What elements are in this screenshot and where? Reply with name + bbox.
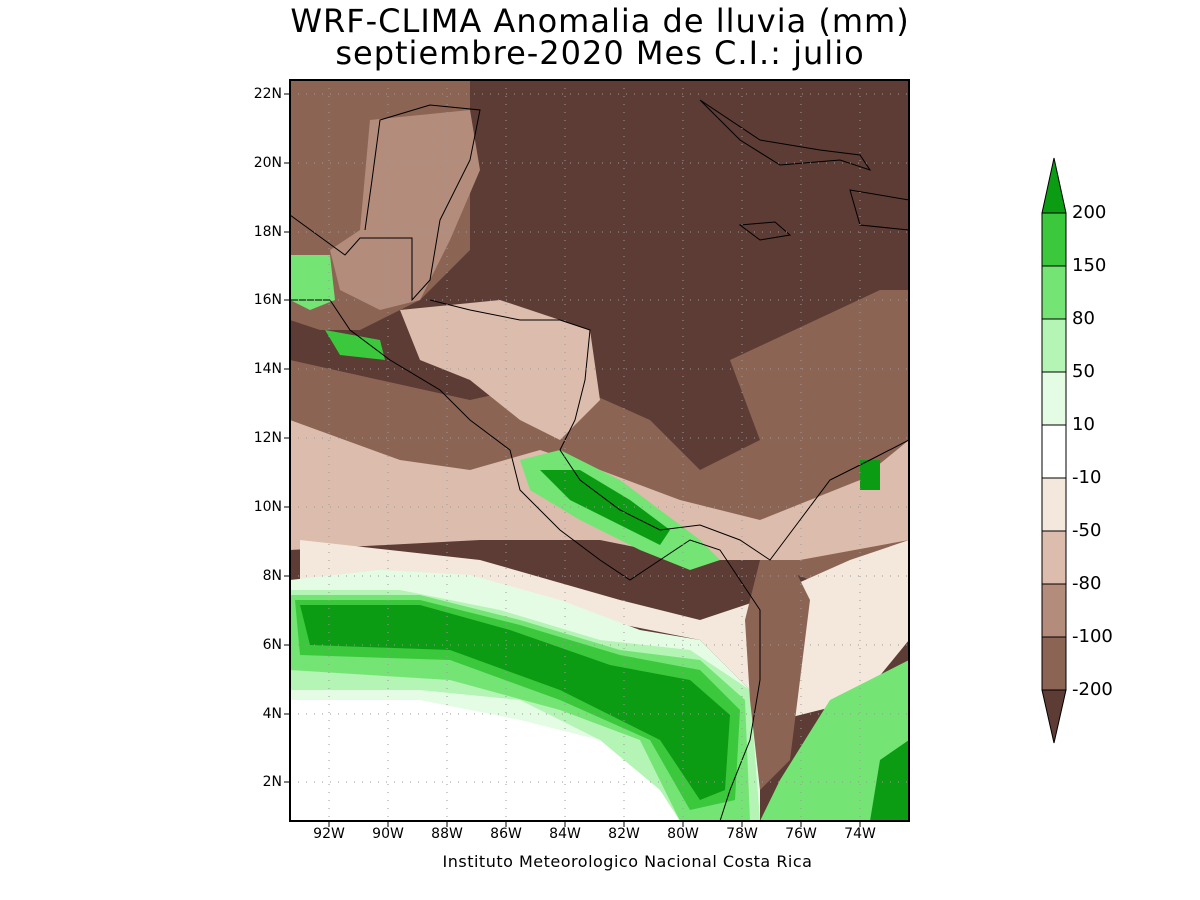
colorbar-swatch bbox=[1041, 530, 1067, 585]
lon-label: 90W bbox=[372, 826, 404, 842]
andes-negative-band bbox=[745, 560, 810, 790]
guatemala-border bbox=[360, 237, 413, 300]
cuba-coastline bbox=[699, 99, 872, 171]
colorbar-swatch bbox=[1041, 371, 1067, 426]
colorbar-bottom-arrow bbox=[1041, 689, 1067, 744]
jamaica-coastline bbox=[738, 221, 792, 241]
guatemala-pacific-spot bbox=[325, 330, 385, 360]
lat-label: 12N bbox=[253, 430, 282, 446]
hispaniola-coastline bbox=[849, 189, 909, 231]
lon-label: 92W bbox=[313, 826, 345, 842]
anomaly-band-plus200 bbox=[300, 605, 730, 800]
caribbean-slope-core bbox=[540, 470, 670, 545]
lon-label: 78W bbox=[726, 826, 758, 842]
colorbar-label: 50 bbox=[1072, 361, 1095, 382]
colorbar-swatch bbox=[1041, 265, 1067, 320]
lat-label: 10N bbox=[253, 499, 282, 515]
colorbar-label: -50 bbox=[1072, 520, 1102, 541]
colorbar-label: -10 bbox=[1072, 467, 1102, 488]
lat-label: 6N bbox=[262, 637, 282, 653]
lon-label: 86W bbox=[490, 826, 522, 842]
colorbar-swatch bbox=[1041, 636, 1067, 691]
colombia-southeast-core bbox=[870, 740, 909, 821]
lat-label: 8N bbox=[262, 568, 282, 584]
colorbar-label: 10 bbox=[1072, 414, 1095, 435]
lat-label: 20N bbox=[253, 155, 282, 171]
anomaly-band-minus100-east bbox=[730, 290, 909, 440]
lat-label: 18N bbox=[253, 224, 282, 240]
colorbar-label: 80 bbox=[1072, 308, 1095, 329]
colombia-southeast-band bbox=[760, 660, 909, 821]
axis-ticks bbox=[284, 93, 861, 827]
colorbar-swatch bbox=[1041, 318, 1067, 373]
colorbar-label: 150 bbox=[1072, 255, 1107, 276]
lon-label: 76W bbox=[785, 826, 817, 842]
colorbar-label: -80 bbox=[1072, 573, 1102, 594]
caribbean-coastline bbox=[429, 299, 909, 561]
lat-label: 14N bbox=[253, 361, 282, 377]
colorbar-swatch bbox=[1041, 583, 1067, 638]
honduras-region bbox=[400, 300, 600, 440]
colorbar-label: 200 bbox=[1072, 202, 1107, 223]
anomaly-band-plus150 bbox=[295, 600, 740, 810]
colorbar-top-arrow bbox=[1041, 157, 1067, 214]
colombia-positive-spot bbox=[860, 460, 880, 490]
colorbar-label: -100 bbox=[1072, 626, 1113, 647]
colorbar-swatch bbox=[1041, 424, 1067, 479]
map-title: WRF-CLIMA Anomalia de lluvia (mm) bbox=[290, 2, 910, 40]
lon-label: 80W bbox=[667, 826, 699, 842]
lat-label: 4N bbox=[262, 706, 282, 722]
guatemala-positive-spot bbox=[290, 255, 335, 310]
colorbar bbox=[1041, 157, 1067, 744]
lat-label: 16N bbox=[253, 292, 282, 308]
lon-label: 84W bbox=[549, 826, 581, 842]
map-frame bbox=[289, 79, 910, 822]
lat-label: 22N bbox=[253, 86, 282, 102]
pacific-coastline bbox=[290, 299, 761, 821]
colorbar-swatch bbox=[1041, 477, 1067, 532]
neutral-anomaly-region bbox=[290, 700, 680, 821]
colorbar-label: -200 bbox=[1072, 679, 1113, 700]
map-subtitle: septiembre-2020 Mes C.I.: julio bbox=[335, 34, 865, 72]
map-field bbox=[290, 80, 909, 821]
yucatan-region bbox=[330, 110, 480, 310]
lon-label: 74W bbox=[844, 826, 876, 842]
lon-label: 82W bbox=[608, 826, 640, 842]
lon-label: 88W bbox=[431, 826, 463, 842]
credit-text: Instituto Meteorologico Nacional Costa R… bbox=[442, 852, 813, 871]
lat-label: 2N bbox=[262, 774, 282, 790]
colorbar-swatch bbox=[1041, 212, 1067, 267]
